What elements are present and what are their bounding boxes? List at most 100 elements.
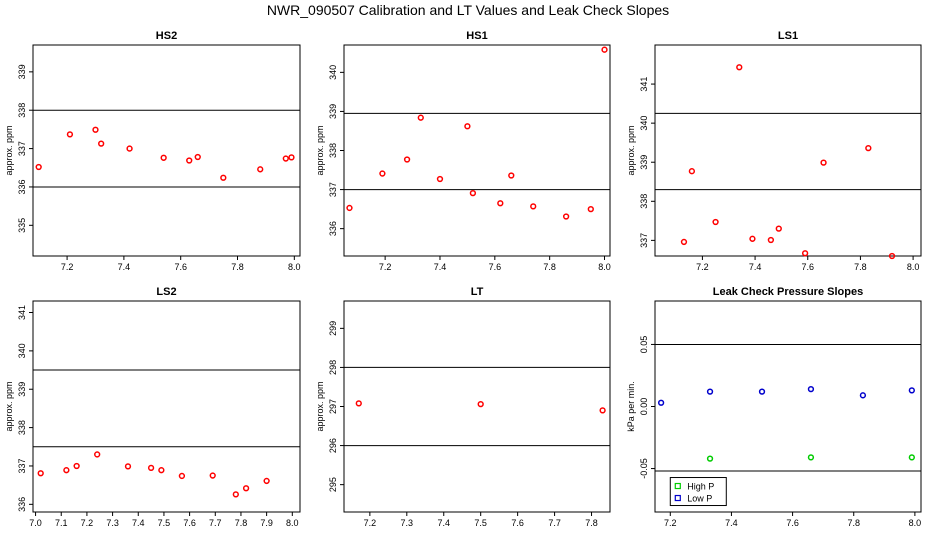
panel-1-data-point	[257, 166, 264, 173]
panel-3-x-tick-label: 7.2	[696, 262, 709, 272]
panel-2-y-axis-label: approx. ppm	[315, 125, 325, 175]
panel-1-data-point	[92, 126, 99, 133]
panel-1-title: HS2	[156, 30, 177, 42]
panel-5-data-point	[477, 401, 484, 408]
panel-2-data-point	[417, 114, 424, 121]
panel-2-data-point	[464, 123, 471, 130]
panel-6-data-point	[706, 388, 714, 395]
panel-2-frame	[343, 44, 611, 257]
panel-2-data-point	[346, 204, 353, 212]
panel-4-x-tick-label: 8.0	[286, 518, 299, 528]
panel-1-data-point	[288, 154, 295, 161]
panel-2-y-tick-label: 337	[328, 182, 338, 197]
panel-4-x-tick-label: 7.5	[158, 518, 171, 528]
panel-6-data-point	[758, 388, 766, 395]
panel-2-y-tick-label: 338	[328, 143, 338, 158]
panel-3-data-point	[801, 250, 809, 257]
panel-6-y-tick-label: -0.05	[639, 458, 649, 479]
panel-1-frame	[32, 44, 301, 257]
panel-5-y-tick-label: 297	[328, 399, 338, 414]
panel-6-x-tick-label: 7.4	[725, 518, 738, 528]
panel-2-title: HS1	[466, 30, 487, 42]
panel-5-data-point	[599, 407, 606, 414]
panel-4-data-point	[147, 464, 155, 472]
panel-3-data-point	[767, 236, 775, 244]
panel-3-data-point	[749, 235, 756, 242]
panel-6-data-point	[807, 385, 815, 393]
panel-1-x-tick-label: 7.8	[231, 262, 244, 272]
panel-3-y-tick-label: 340	[639, 116, 649, 131]
panel-4-data-point	[37, 470, 44, 477]
panel-4-x-tick-label: 7.0	[29, 518, 42, 528]
panel-4-data-point	[178, 472, 186, 480]
panel-2-x-tick-label: 8.0	[598, 262, 611, 272]
panel-3-y-tick-label: 338	[639, 194, 649, 209]
panel-3-data-point	[865, 145, 872, 152]
panel-1-data-point	[98, 140, 105, 147]
panel-2-data-point	[530, 203, 537, 210]
panel-4-x-tick-label: 7.7	[209, 518, 222, 528]
panel-6-x-tick-label: 7.6	[786, 518, 799, 528]
panel-2-x-tick-label: 7.4	[434, 262, 447, 272]
panel-3-data-point	[888, 252, 896, 260]
panel-5-x-tick-label: 7.3	[401, 518, 414, 528]
panel-5-x-tick-label: 7.6	[511, 518, 524, 528]
panel-5-x-tick-label: 7.8	[585, 518, 598, 528]
panel-1-x-tick-label: 7.2	[61, 262, 74, 272]
panel-1-data-point	[220, 174, 227, 181]
panel-4-x-tick-label: 7.1	[55, 518, 68, 528]
panel-1-data-point	[66, 131, 74, 138]
panel-1-data-point	[35, 163, 42, 171]
panel-5-x-tick-label: 7.7	[548, 518, 561, 528]
panel-4-y-tick-label: 336	[17, 497, 27, 512]
panel-2-y-tick-label: 339	[328, 104, 338, 119]
panel-6-data-point	[807, 454, 815, 461]
panel-6-legend-marker	[674, 494, 681, 502]
panel-3-x-tick-label: 8.0	[907, 262, 920, 272]
panel-4-data-point	[242, 485, 250, 492]
panel-4-y-tick-label: 340	[17, 343, 27, 358]
panel-5-y-axis-label: approx. ppm	[315, 381, 325, 431]
panel-4-data-point	[94, 451, 101, 458]
panel-2-x-tick-label: 7.8	[543, 262, 556, 272]
panel-3-y-tick-label: 339	[639, 155, 649, 170]
panel-5-frame	[343, 300, 611, 513]
panel-5-x-tick-label: 7.5	[474, 518, 487, 528]
panel-3-y-axis-label: approx. ppm	[626, 125, 636, 175]
panel-6-title: Leak Check Pressure Slopes	[713, 286, 863, 298]
panel-2-y-tick-label: 336	[328, 221, 338, 236]
panel-2-data-point	[508, 172, 515, 179]
panel-4-data-point	[209, 472, 216, 479]
panel-2-x-tick-label: 7.6	[489, 262, 502, 272]
panel-3-data-point	[680, 238, 688, 246]
panel-3-data-point	[736, 64, 743, 71]
panel-1-y-axis-label: approx. ppm	[4, 125, 14, 175]
panel-5-data-point	[355, 400, 362, 407]
panel-4-x-tick-label: 7.9	[260, 518, 273, 528]
panel-3-data-point	[712, 218, 719, 226]
panel-6-y-tick-label: 0.00	[639, 398, 649, 416]
panel-3-data-point	[775, 225, 782, 232]
panel-4-y-tick-label: 341	[17, 305, 27, 320]
panel-3-y-tick-label: 341	[639, 77, 649, 92]
panel-6-data-point	[908, 454, 915, 461]
panel-6-data-point	[859, 392, 867, 399]
panel-1-x-tick-label: 7.6	[174, 262, 187, 272]
panel-5-title: LT	[471, 286, 484, 298]
panel-4-data-point	[124, 463, 132, 470]
panel-4-x-tick-label: 7.3	[106, 518, 119, 528]
panel-1-y-tick-label: 337	[17, 141, 27, 156]
panel-2-data-point	[601, 46, 608, 53]
panel-4-data-point	[63, 467, 70, 474]
panel-1-data-point	[160, 154, 167, 161]
panel-5-x-tick-label: 7.4	[437, 518, 450, 528]
panel-2-data-point	[436, 175, 444, 183]
panel-2-y-tick-label: 340	[328, 65, 338, 80]
panel-1-data-point	[282, 155, 289, 162]
panel-6-x-tick-label: 7.2	[664, 518, 677, 528]
panel-5-y-tick-label: 299	[328, 321, 338, 336]
panel-1-x-tick-label: 7.4	[118, 262, 131, 272]
panel-4-y-tick-label: 339	[17, 382, 27, 397]
panel-4-title: LS2	[156, 286, 176, 298]
panel-6-x-tick-label: 7.8	[847, 518, 860, 528]
